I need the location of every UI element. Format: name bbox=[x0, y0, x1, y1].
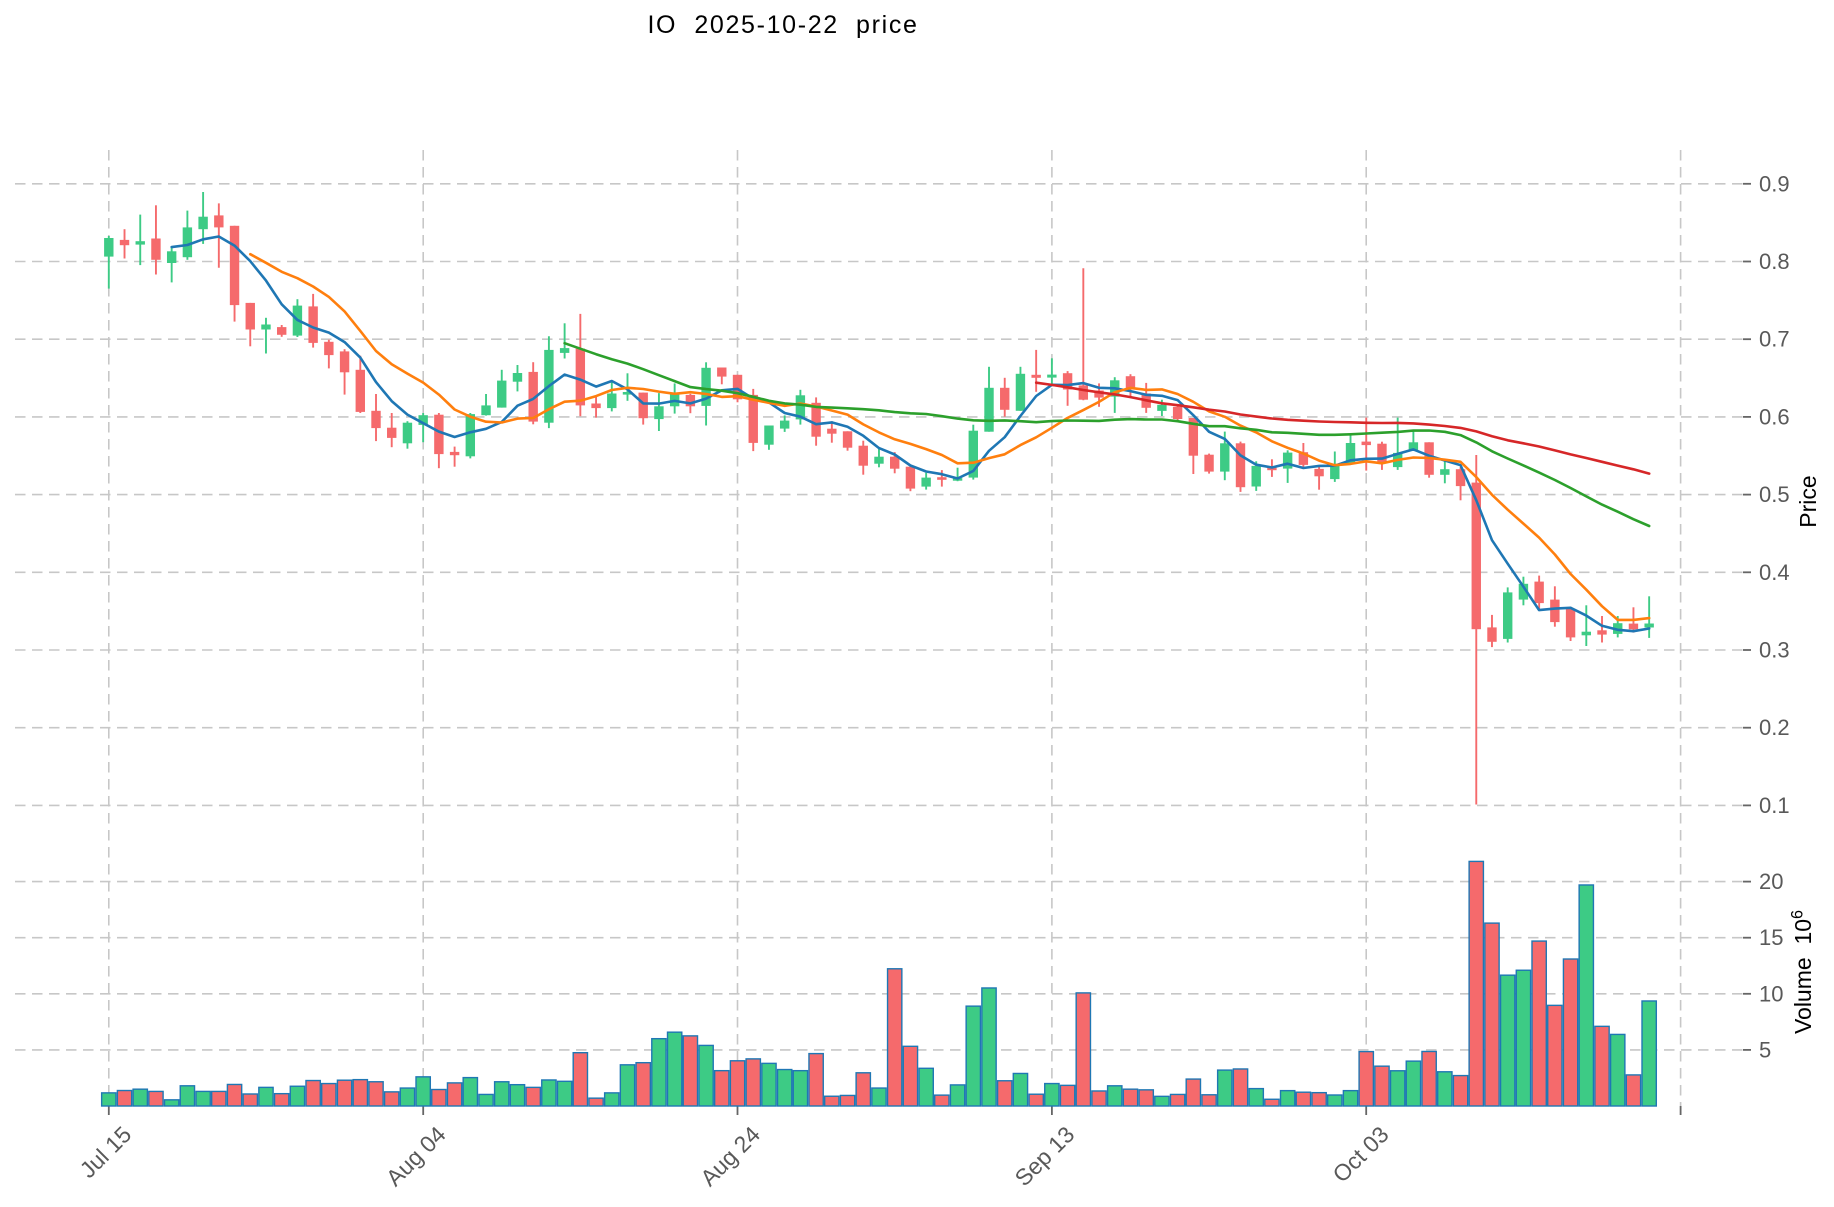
svg-text:Volume 106: Volume 106 bbox=[1789, 910, 1816, 1034]
svg-text:0.7: 0.7 bbox=[1759, 327, 1790, 352]
svg-text:0.5: 0.5 bbox=[1759, 482, 1790, 507]
svg-text:Price: Price bbox=[1795, 475, 1821, 527]
svg-text:20: 20 bbox=[1759, 869, 1783, 894]
svg-text:10: 10 bbox=[1759, 981, 1783, 1006]
svg-text:0.8: 0.8 bbox=[1759, 249, 1790, 274]
svg-text:5: 5 bbox=[1759, 1037, 1771, 1062]
svg-text:0.4: 0.4 bbox=[1759, 560, 1790, 585]
svg-text:0.3: 0.3 bbox=[1759, 638, 1790, 663]
svg-text:0.1: 0.1 bbox=[1759, 793, 1790, 818]
svg-text:0.9: 0.9 bbox=[1759, 171, 1790, 196]
svg-text:0.6: 0.6 bbox=[1759, 404, 1790, 429]
svg-text:15: 15 bbox=[1759, 925, 1783, 950]
svg-text:IO 2025-10-22 price: IO 2025-10-22 price bbox=[647, 11, 918, 39]
svg-text:0.2: 0.2 bbox=[1759, 715, 1790, 740]
